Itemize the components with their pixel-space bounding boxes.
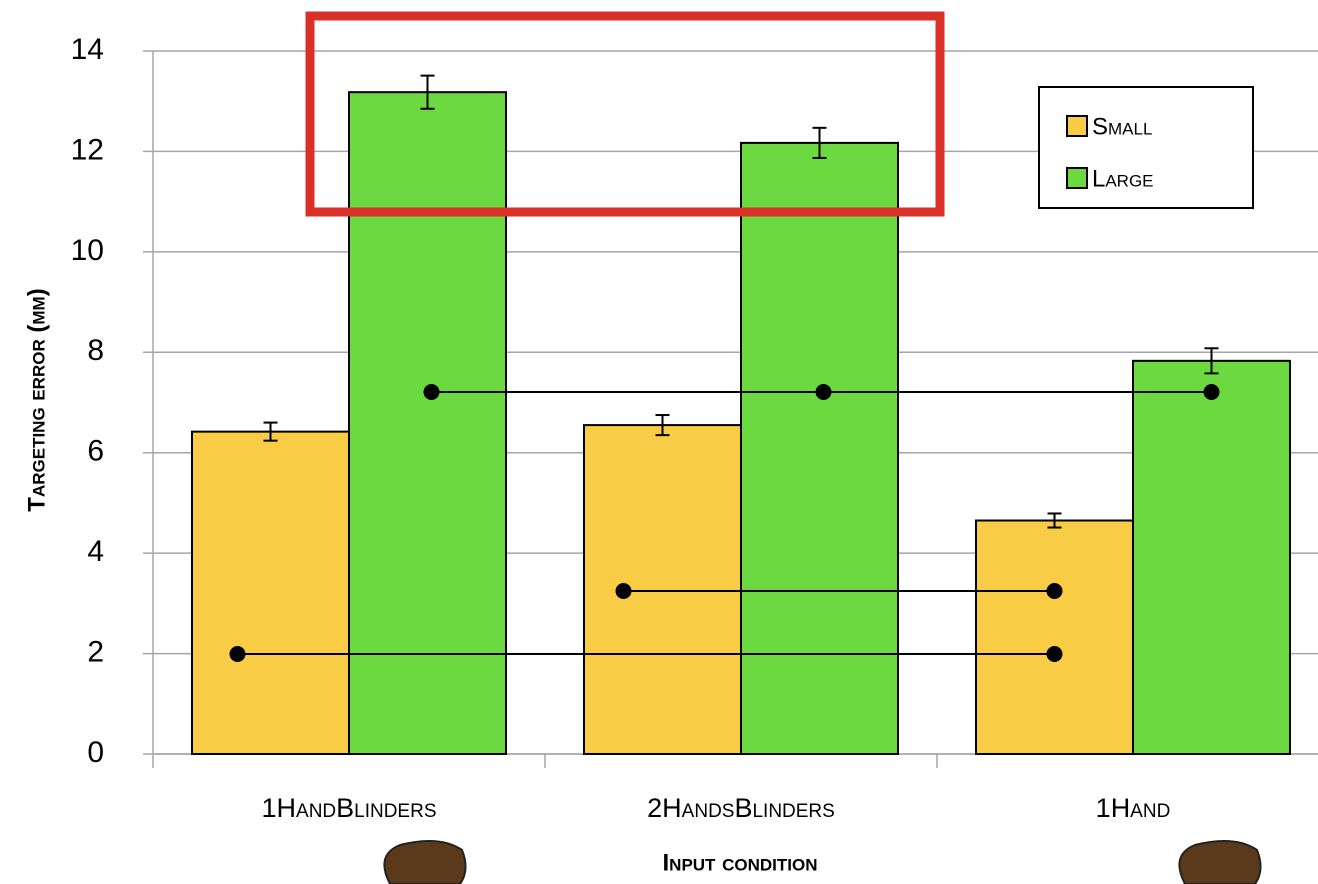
highlight-box [305, 11, 945, 217]
decoration [1178, 840, 1262, 884]
significance-dot [423, 384, 440, 400]
bar [348, 91, 507, 755]
legend-swatch [1066, 115, 1088, 137]
x-tick-label: 1Hand [1096, 793, 1171, 823]
significance-dot [1046, 646, 1063, 662]
legend-label: Large [1092, 165, 1154, 192]
significance-dot [1203, 384, 1220, 400]
x-tick-label: 1HandBlinders [262, 793, 437, 823]
y-tick-label: 2 [87, 635, 104, 668]
legend-swatch [1066, 167, 1088, 189]
decoration [383, 840, 467, 884]
error-bar [655, 414, 670, 437]
y-tick-label: 0 [87, 736, 104, 769]
bar [191, 430, 350, 755]
bar [1132, 359, 1291, 755]
y-tick-label: 8 [87, 334, 104, 367]
x-tick-label: 2HandsBlinders [647, 793, 835, 823]
error-bar [420, 74, 435, 110]
y-tick-label: 6 [87, 435, 104, 468]
y-tick-label: 14 [71, 33, 104, 66]
bar [975, 519, 1134, 756]
x-axis-title: Input condition [663, 849, 818, 876]
significance-dot [615, 583, 632, 599]
error-bar [1047, 512, 1062, 529]
y-tick-label: 12 [71, 133, 104, 166]
legend-label: Small [1092, 113, 1152, 140]
bar [583, 424, 742, 755]
significance-dot [229, 646, 246, 662]
significance-dot [815, 384, 832, 400]
significance-dot [1046, 583, 1063, 599]
error-bar [263, 421, 278, 442]
y-tick-label: 10 [71, 234, 104, 267]
error-bar [812, 126, 827, 159]
bar [740, 141, 899, 755]
y-tick-label: 4 [87, 535, 104, 568]
error-bar [1204, 347, 1219, 375]
y-axis-title: Targeting error (mm) [23, 288, 50, 511]
